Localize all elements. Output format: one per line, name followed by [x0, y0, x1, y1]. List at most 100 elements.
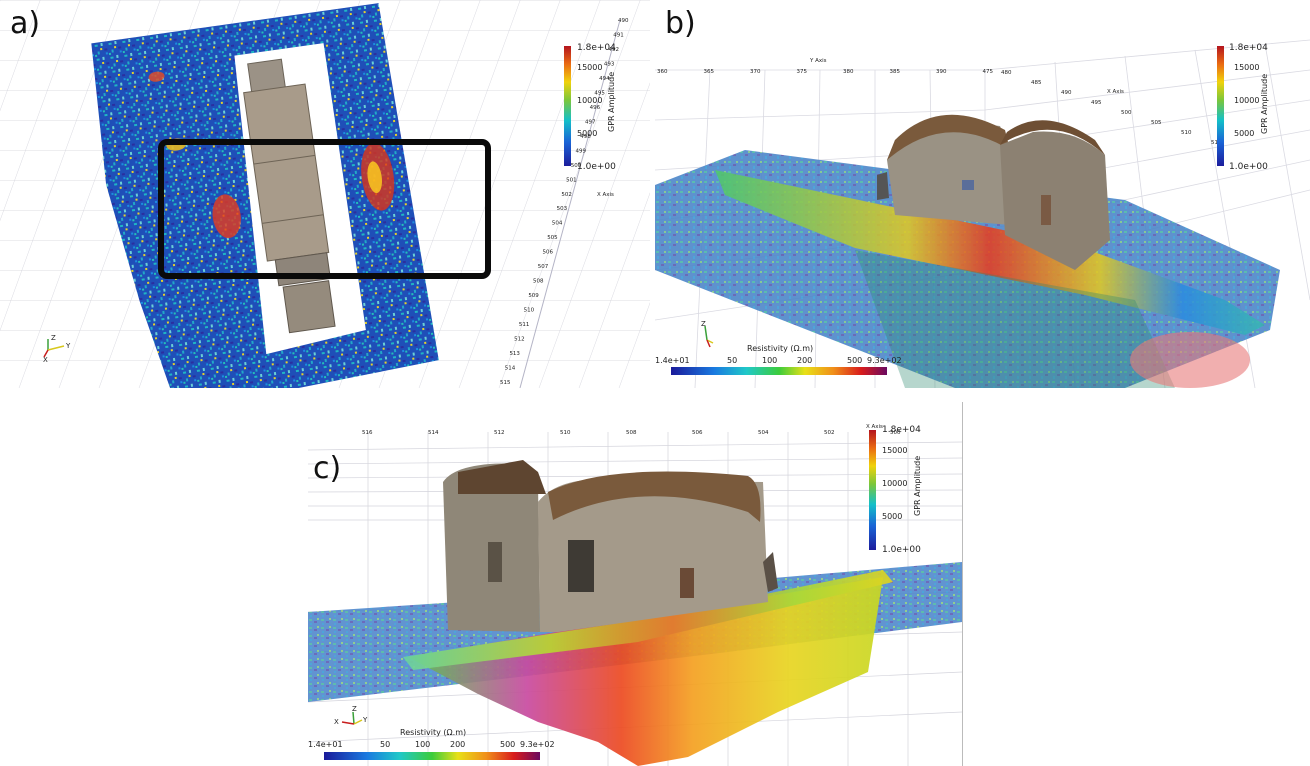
x-axis-tick-label: 495: [1091, 100, 1102, 106]
colorbar-tick-10000: 10000: [882, 479, 907, 488]
x-axis-tick-label: 505: [1151, 120, 1162, 126]
x-axis-tick-label: 498: [580, 134, 591, 140]
building-3d-model: [877, 114, 1110, 270]
resistivity-tick-label: 500: [847, 356, 862, 365]
x-axis-tick-label: 502: [561, 192, 572, 198]
svg-text:Y: Y: [65, 342, 71, 350]
y-axis-tick-label: 385: [890, 69, 901, 75]
colorbar-tick-15000: 15000: [577, 63, 602, 72]
x-axis-ticks: 480 485 490 495 500 505 510 515: [1001, 70, 1222, 146]
x-axis-tick-label: 500: [571, 163, 582, 169]
panel-b-render: 360 365 370 375 380 385 390 475 Y Axis 480 485 49…: [655, 39, 1310, 388]
resistivity-tick-label: 9.3e+02: [867, 356, 902, 365]
orientation-triad: Z: [701, 320, 714, 348]
x-axis-tick-label: 510: [1181, 130, 1192, 136]
panel-c-render: 516 514 512 510 508 506 504 502 500 X Axis 1.8e+…: [308, 424, 962, 766]
colorbar-tick-5000: 5000: [577, 129, 597, 138]
x-axis-ticks: 516 514 512 510 508 506 504 502 500: [362, 430, 901, 436]
y-axis-tick-label: 360: [657, 69, 668, 75]
colorbar-tick-15000: 15000: [882, 446, 907, 455]
resistivity-ticks: 1.4e+01 50 100 200 500 9.3e+02: [655, 356, 902, 365]
x-axis-tick-label: 491: [613, 32, 624, 38]
ert-section: [408, 577, 883, 766]
colorbar-max: 1.8e+04: [1229, 43, 1268, 53]
resistivity-tick-label: 1.4e+01: [655, 356, 690, 365]
x-axis-tick-label: 495: [594, 90, 605, 96]
x-axis-tick-label: 504: [552, 221, 563, 227]
resistivity-title: Resistivity (Ω.m): [400, 728, 466, 737]
x-axis-title: X Axis: [1107, 89, 1124, 95]
panel-label-c: c): [313, 451, 342, 486]
resistivity-title: Resistivity (Ω.m): [747, 344, 813, 353]
x-axis-tick-label: 515: [500, 380, 511, 386]
x-axis-tick-label: 509: [528, 293, 539, 299]
x-axis-tick-label: 499: [576, 148, 587, 154]
svg-text:Z: Z: [701, 320, 706, 328]
panel-label-a: a): [10, 6, 41, 41]
orientation-triad: Z Y X: [43, 334, 71, 364]
x-axis-tick-label: 508: [626, 430, 637, 436]
svg-text:Y: Y: [362, 716, 368, 724]
colorbar-max: 1.8e+04: [577, 43, 616, 53]
x-axis-tick-label: 514: [505, 366, 516, 372]
x-axis-tick-label: 493: [604, 61, 615, 67]
resistivity-tick-label: 500: [500, 740, 515, 749]
y-axis-title: Y Axis: [809, 58, 827, 64]
resistivity-tick-label: 200: [797, 356, 812, 365]
gpr-colorbar: [869, 430, 876, 550]
x-axis-tick-label: 513: [509, 351, 520, 357]
x-axis-tick-label: 510: [524, 308, 535, 314]
colorbar-min: 1.0e+00: [1229, 162, 1268, 172]
x-axis-tick-label: 508: [533, 279, 544, 285]
x-axis-tick-label: 480: [1001, 70, 1012, 76]
colorbar-title: GPR Amplitude: [607, 72, 616, 132]
colorbar-title: GPR Amplitude: [913, 456, 922, 516]
ert-profile: [403, 570, 893, 670]
resistivity-colorbar: [324, 752, 540, 760]
resistivity-colorbar: [671, 367, 887, 375]
panel-b: 360 365 370 375 380 385 390 475 Y Axis 480 485 49…: [655, 0, 1310, 388]
x-axis-tick-label: 492: [609, 47, 620, 53]
y-axis-tick-label: 375: [797, 69, 808, 75]
svg-text:X: X: [43, 356, 48, 364]
x-axis-tick-label: 506: [542, 250, 553, 256]
x-axis-tick-label: 501: [566, 177, 577, 183]
x-axis-tick-label: 510: [560, 430, 571, 436]
resistivity-tick-label: 100: [415, 740, 430, 749]
colorbar-min: 1.0e+00: [882, 545, 921, 555]
x-axis-tick-label: 503: [557, 206, 568, 212]
resistivity-ticks: 1.4e+01 50 100 200 500 9.3e+02: [308, 740, 555, 749]
y-axis-ticks: 360 365 370 375 380 385 390 475: [657, 69, 993, 75]
x-axis-title: X Axis: [597, 192, 614, 198]
resistivity-tick-label: 100: [762, 356, 777, 365]
x-axis-tick-label: 500: [890, 430, 901, 436]
y-axis-tick-label: 390: [936, 69, 947, 75]
gpr-colorbar: [1217, 46, 1224, 166]
svg-text:Z: Z: [352, 705, 357, 713]
x-axis-tick-label: 507: [538, 264, 549, 270]
resistivity-tick-label: 1.4e+01: [308, 740, 343, 749]
x-axis-tick-label: 485: [1031, 80, 1042, 86]
colorbar-tick-15000: 15000: [1234, 63, 1259, 72]
x-axis-ticks: 490 491 492 493 494 495 496 497 498 499 500 501 502 5…: [500, 18, 629, 386]
resistivity-tick-label: 200: [450, 740, 465, 749]
ert-profile: [715, 170, 1265, 335]
colorbar-title: GPR Amplitude: [1260, 74, 1269, 134]
x-axis-tick-label: 506: [692, 430, 703, 436]
gpr-colorbar: [564, 46, 571, 166]
y-axis-tick-label: 365: [704, 69, 715, 75]
panel-a-render: 490 491 492 493 494 495 496 497 498 499 500 501 502 5…: [0, 0, 650, 388]
colorbar-tick-5000: 5000: [1234, 129, 1254, 138]
panel-a: 490 491 492 493 494 495 496 497 498 499 500 501 502 5…: [0, 0, 650, 388]
colorbar-max: 1.8e+04: [882, 425, 921, 435]
x-axis-tick-label: 515: [1211, 140, 1222, 146]
x-axis-tick-label: 512: [494, 430, 505, 436]
x-axis-tick-label: 496: [590, 105, 601, 111]
x-axis-title: X Axis: [866, 424, 883, 430]
highlight-box: [158, 139, 491, 279]
x-axis-tick-label: 494: [599, 76, 610, 82]
x-axis-tick-label: 500: [1121, 110, 1132, 116]
x-axis-tick-label: 502: [824, 430, 835, 436]
colorbar-min: 1.0e+00: [577, 162, 616, 172]
colorbar-tick-10000: 10000: [577, 96, 602, 105]
